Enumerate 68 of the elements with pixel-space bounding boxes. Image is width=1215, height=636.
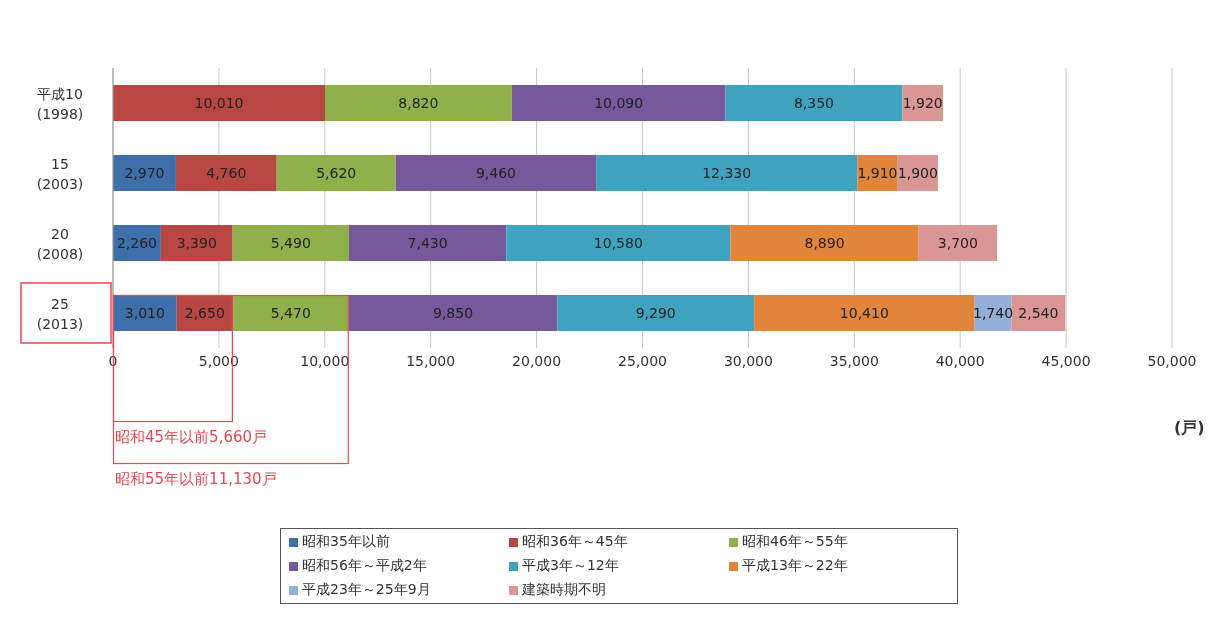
data-label: 8,350	[793, 94, 834, 111]
data-label: 3,390	[176, 234, 217, 251]
legend-label: 昭和46年～55年	[742, 533, 848, 551]
x-tick-label: 40,000	[935, 352, 985, 369]
x-tick-label: 25,000	[618, 352, 667, 369]
bar	[557, 295, 755, 331]
data-label: 3,010	[124, 304, 165, 321]
legend-label: 昭和56年～平成2年	[302, 557, 427, 575]
bar	[918, 225, 998, 261]
data-label: 1,900	[897, 164, 938, 181]
legend-label: 平成3年～12年	[522, 557, 619, 575]
y-tick-label: 20 (2008)	[36, 226, 84, 262]
data-label: 7,430	[407, 234, 448, 251]
data-label: 10,410	[839, 304, 889, 321]
legend-label: 平成23年～25年9月	[302, 581, 431, 599]
bar	[596, 155, 858, 191]
data-label: 9,290	[635, 304, 676, 321]
legend-label: 建築時期不明	[522, 581, 606, 599]
bar	[160, 225, 233, 261]
bar	[276, 155, 396, 191]
y-tick-label: 平成10 (1998)	[36, 86, 84, 122]
x-tick-label: 20,000	[512, 352, 562, 369]
bar	[325, 85, 512, 121]
data-label: 8,890	[804, 234, 845, 251]
bar	[348, 295, 558, 331]
data-label: 2,540	[1018, 304, 1059, 321]
bar	[730, 225, 919, 261]
data-label: 5,620	[316, 164, 357, 181]
x-tick-label: 45,000	[1041, 352, 1091, 369]
y-tick-label: 15 (2003)	[36, 156, 84, 192]
data-label: 5,470	[270, 304, 311, 321]
bar	[754, 295, 975, 331]
y-tick-label: 25 (2013)	[36, 296, 84, 332]
data-label: 2,970	[124, 164, 165, 181]
data-label: 1,910	[857, 164, 898, 181]
x-tick-label: 50,000	[1147, 352, 1197, 369]
data-label: 12,330	[702, 164, 752, 181]
data-label: 3,700	[937, 234, 978, 251]
legend-label: 昭和35年以前	[302, 533, 390, 551]
bar	[725, 85, 903, 121]
bar	[511, 85, 726, 121]
data-label: 1,740	[972, 304, 1014, 321]
legend-label: 昭和36年～45年	[522, 533, 628, 551]
data-label: 1,920	[902, 94, 943, 111]
text: 昭和45年以前5,660戸	[115, 428, 268, 447]
bar	[506, 225, 731, 261]
bar	[232, 225, 349, 261]
data-label: 9,850	[433, 304, 474, 321]
legend-label: 平成13年～22年	[742, 557, 848, 575]
data-label: 2,260	[116, 234, 157, 251]
bar	[113, 85, 326, 121]
data-label: 10,090	[594, 94, 644, 111]
bar	[175, 155, 277, 191]
x-axis-title: (戸)	[1174, 418, 1205, 439]
bar	[232, 295, 349, 331]
text: 昭和55年以前11,130戸	[115, 470, 277, 489]
data-label: 8,820	[398, 94, 439, 111]
data-label: 10,010	[194, 94, 244, 111]
bar	[348, 225, 507, 261]
x-tick-label: 35,000	[829, 352, 879, 369]
x-tick-label: 30,000	[723, 352, 773, 369]
bar	[395, 155, 597, 191]
data-label: 9,460	[475, 164, 516, 181]
x-tick-label: 15,000	[406, 352, 456, 369]
data-label: 5,490	[270, 234, 311, 251]
data-label: 10,580	[593, 234, 643, 251]
data-label: 2,650	[184, 304, 225, 321]
data-label: 4,760	[206, 164, 247, 181]
